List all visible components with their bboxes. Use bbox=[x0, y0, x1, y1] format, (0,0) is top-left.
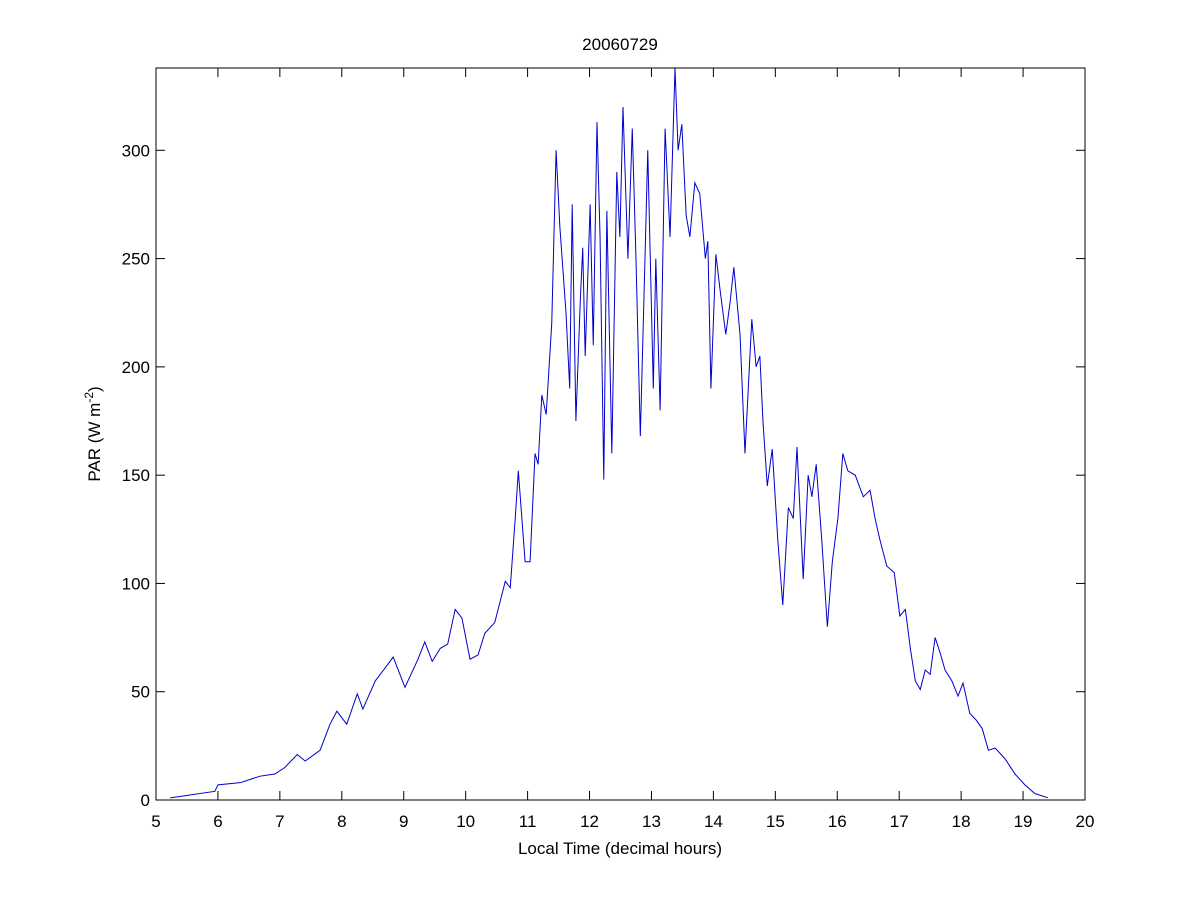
x-axis-label: Local Time (decimal hours) bbox=[518, 839, 722, 858]
y-axis-label-sup: -2 bbox=[82, 392, 96, 403]
y-tick-label: 250 bbox=[122, 250, 150, 269]
x-tick-label: 5 bbox=[151, 812, 160, 831]
x-tick-label: 15 bbox=[766, 812, 785, 831]
chart-title: 20060729 bbox=[582, 35, 658, 54]
x-tick-label: 6 bbox=[213, 812, 222, 831]
y-tick-label: 300 bbox=[122, 141, 150, 160]
y-tick-label: 50 bbox=[131, 683, 150, 702]
data-line bbox=[170, 67, 1048, 799]
y-axis-label-end: ) bbox=[85, 386, 104, 392]
x-tick-label: 7 bbox=[275, 812, 284, 831]
x-tick-label: 19 bbox=[1014, 812, 1033, 831]
x-tick-label: 17 bbox=[890, 812, 909, 831]
y-axis-label-text: PAR (W m bbox=[85, 403, 104, 482]
x-tick-label: 16 bbox=[828, 812, 847, 831]
plot-area bbox=[155, 67, 1086, 801]
y-tick-label: 0 bbox=[141, 791, 150, 810]
y-tick-label: 200 bbox=[122, 358, 150, 377]
x-tick-label: 9 bbox=[399, 812, 408, 831]
x-tick-label: 18 bbox=[952, 812, 971, 831]
y-tick-label: 150 bbox=[122, 466, 150, 485]
x-tick-label: 14 bbox=[704, 812, 723, 831]
x-tick-label: 10 bbox=[456, 812, 475, 831]
y-tick-label: 100 bbox=[122, 574, 150, 593]
x-tick-label: 11 bbox=[519, 812, 537, 831]
x-tick-label: 20 bbox=[1076, 812, 1095, 831]
x-tick-label: 8 bbox=[337, 812, 346, 831]
x-tick-label: 13 bbox=[642, 812, 661, 831]
x-tick-label: 12 bbox=[580, 812, 599, 831]
y-axis-label: PAR (W m-2) bbox=[82, 386, 104, 481]
